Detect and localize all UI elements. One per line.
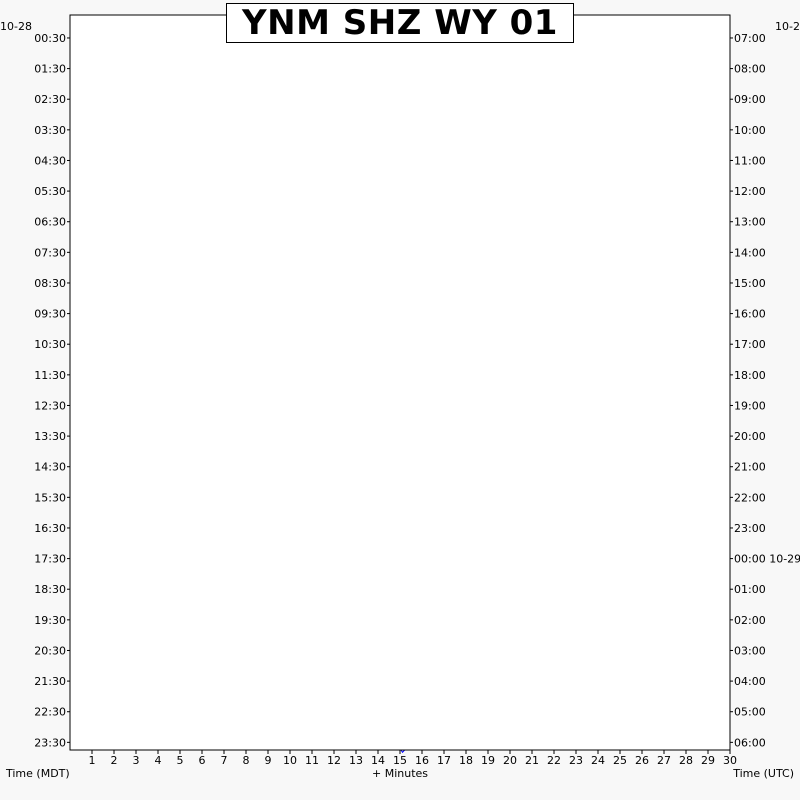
right-time-label: 11:00 <box>734 154 766 167</box>
axis-labels: 00:30 01:30 02:30 03:30 04:30 05:30 06:30 07:30… <box>0 20 800 780</box>
right-time-label: 02:00 <box>734 614 766 627</box>
left-time-label: 09:30 <box>34 308 66 321</box>
right-time-label: 17:00 <box>734 338 766 351</box>
x-tick-label: 19 <box>481 754 495 767</box>
x-tick-label: 11 <box>305 754 319 767</box>
x-tick-label: 8 <box>243 754 250 767</box>
right-time-label: 13:00 <box>734 216 766 229</box>
x-tick-label: 16 <box>415 754 429 767</box>
left-time-label: 07:30 <box>34 246 66 259</box>
x-tick-label: 3 <box>133 754 140 767</box>
x-axis-title: + Minutes <box>372 767 428 780</box>
left-time-label: 01:30 <box>34 63 66 76</box>
left-time-label: 22:30 <box>34 706 66 719</box>
left-time-label: 04:30 <box>34 154 66 167</box>
right-time-label: 09:00 <box>734 93 766 106</box>
left-time-label: 21:30 <box>34 675 66 688</box>
x-tick-label: 24 <box>591 754 605 767</box>
left-time-label: 06:30 <box>34 216 66 229</box>
x-tick-label: 10 <box>283 754 297 767</box>
x-tick-label: 6 <box>199 754 206 767</box>
right-time-label: 06:00 <box>734 736 766 749</box>
x-tick-label: 14 <box>371 754 385 767</box>
right-time-label: 08:00 <box>734 63 766 76</box>
left-time-label: 08:30 <box>34 277 66 290</box>
left-time-label: 10:30 <box>34 338 66 351</box>
left-time-label: 17:30 <box>34 553 66 566</box>
x-tick-label: 2 <box>111 754 118 767</box>
right-time-label: 01:00 <box>734 583 766 596</box>
right-time-label: 12:00 <box>734 185 766 198</box>
right-date-label: 10-2 <box>775 20 800 33</box>
right-time-label: 16:00 <box>734 308 766 321</box>
x-tick-label: 1 <box>89 754 96 767</box>
right-time-label: 23:00 <box>734 522 766 535</box>
left-time-label: 19:30 <box>34 614 66 627</box>
right-time-label: 20:00 <box>734 430 766 443</box>
left-time-label: 02:30 <box>34 93 66 106</box>
left-time-label: 23:30 <box>34 736 66 749</box>
x-tick-label: 18 <box>459 754 473 767</box>
x-tick-label: 9 <box>265 754 272 767</box>
left-date-label: 10-28 <box>0 20 32 33</box>
left-time-label: 14:30 <box>34 461 66 474</box>
right-time-label: 18:00 <box>734 369 766 382</box>
left-time-label: 00:30 <box>34 32 66 45</box>
right-time-label: 22:00 <box>734 491 766 504</box>
right-time-label: 03:00 <box>734 644 766 657</box>
x-tick-label: 28 <box>679 754 693 767</box>
x-tick-label: 12 <box>327 754 341 767</box>
plot-frame <box>69 14 731 751</box>
right-time-label: 14:00 <box>734 246 766 259</box>
x-tick-label: 20 <box>503 754 517 767</box>
right-time-label: 19:00 <box>734 399 766 412</box>
left-time-label: 03:30 <box>34 124 66 137</box>
x-tick-label: 23 <box>569 754 583 767</box>
right-time-label: 15:00 <box>734 277 766 290</box>
left-time-label: 20:30 <box>34 644 66 657</box>
left-time-label: 13:30 <box>34 430 66 443</box>
chart-title: YNM SHZ WY 01 <box>226 3 574 43</box>
right-time-label: 00:00 10-29 <box>734 553 800 566</box>
left-time-label: 05:30 <box>34 185 66 198</box>
right-time-label: 21:00 <box>734 461 766 474</box>
x-tick-label: 13 <box>349 754 363 767</box>
left-time-label: 16:30 <box>34 522 66 535</box>
right-time-label: 04:00 <box>734 675 766 688</box>
right-time-label: 10:00 <box>734 124 766 137</box>
left-time-label: 12:30 <box>34 399 66 412</box>
x-tick-label: 21 <box>525 754 539 767</box>
x-tick-label: 17 <box>437 754 451 767</box>
x-tick-label: 26 <box>635 754 649 767</box>
x-tick-label: 30 <box>723 754 737 767</box>
x-tick-label: 15 <box>393 754 407 767</box>
axes <box>67 14 733 754</box>
x-tick-label: 4 <box>155 754 162 767</box>
x-tick-label: 29 <box>701 754 715 767</box>
right-axis-title: Time (UTC) <box>732 767 794 780</box>
left-axis-title: Time (MDT) <box>5 767 70 780</box>
x-tick-label: 7 <box>221 754 228 767</box>
x-tick-label: 22 <box>547 754 561 767</box>
x-tick-label: 25 <box>613 754 627 767</box>
x-tick-label: 5 <box>177 754 184 767</box>
left-time-label: 15:30 <box>34 491 66 504</box>
left-time-label: 11:30 <box>34 369 66 382</box>
left-time-label: 18:30 <box>34 583 66 596</box>
right-time-label: 05:00 <box>734 706 766 719</box>
right-time-label: 07:00 <box>734 32 766 45</box>
x-tick-label: 27 <box>657 754 671 767</box>
